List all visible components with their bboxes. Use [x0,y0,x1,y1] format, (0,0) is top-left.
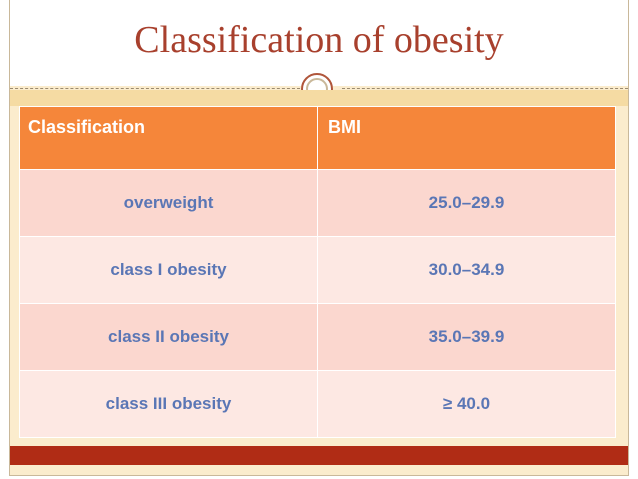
header-classification: Classification [19,106,318,170]
table-row: class I obesity 30.0–34.9 [19,236,616,304]
title-divider-left [10,88,300,89]
cell-bmi: 35.0–39.9 [317,303,616,371]
obesity-classification-table: Classification BMI overweight 25.0–29.9 … [19,106,616,438]
cell-classification: class I obesity [19,236,318,304]
table-header-row: Classification BMI [19,106,616,170]
cell-classification: class III obesity [19,370,318,438]
title-divider-right [342,88,628,89]
decorative-stripe [10,90,628,106]
cell-classification: overweight [19,169,318,237]
cell-bmi: 30.0–34.9 [317,236,616,304]
table-row: class III obesity ≥ 40.0 [19,370,616,438]
header-bmi: BMI [317,106,616,170]
table-row: class II obesity 35.0–39.9 [19,303,616,371]
slide-title: Classification of obesity [134,19,504,61]
cell-classification: class II obesity [19,303,318,371]
cell-bmi: ≥ 40.0 [317,370,616,438]
title-area: Classification of obesity [10,0,628,86]
cell-bmi: 25.0–29.9 [317,169,616,237]
bottom-band [10,446,628,465]
table-row: overweight 25.0–29.9 [19,169,616,237]
